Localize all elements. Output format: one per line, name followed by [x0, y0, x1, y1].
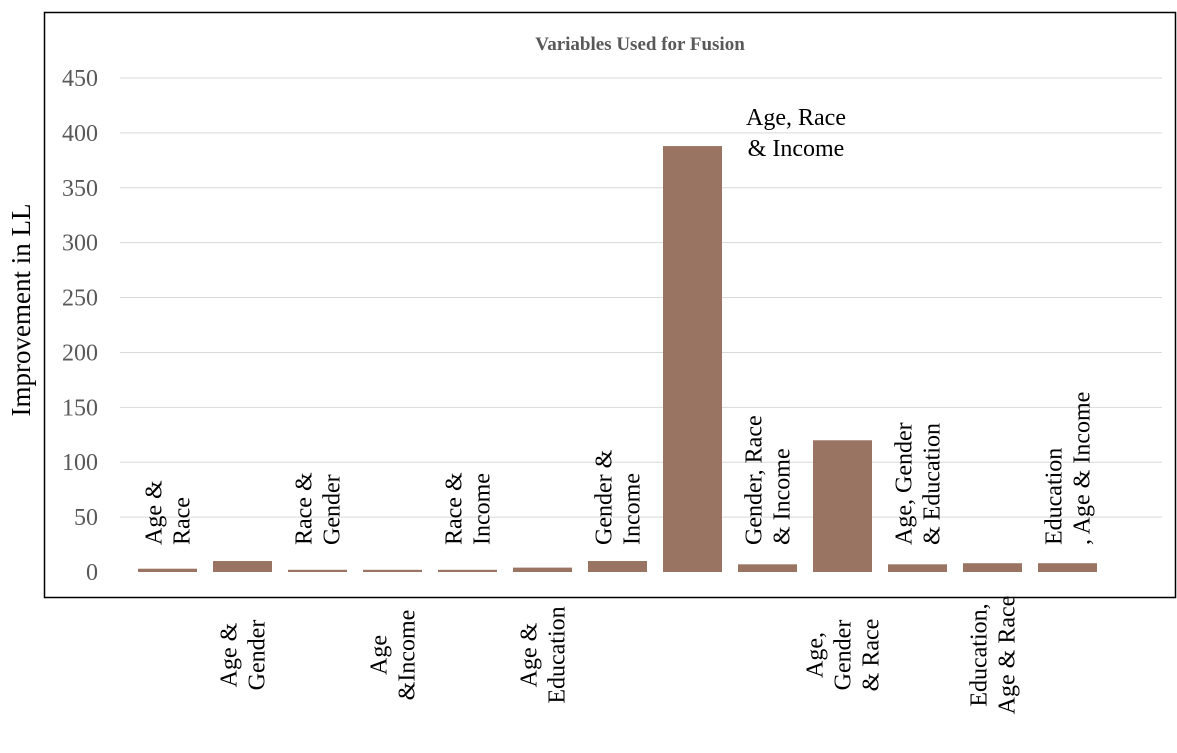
y-tick-label: 150 [62, 395, 98, 421]
category-label-line: Race [170, 497, 196, 545]
bar [213, 561, 272, 572]
category-label-line: Age & Race [995, 596, 1021, 715]
category-label-line: Gender [245, 620, 271, 691]
category-label-line: & Income [770, 448, 796, 545]
category-label-line: & Race [859, 619, 885, 692]
category-label: Age & Gender [217, 620, 271, 691]
bar [888, 564, 947, 572]
category-label-line: Race & [442, 472, 468, 545]
category-label-line: Education, [967, 603, 993, 706]
y-tick-label: 0 [86, 560, 98, 586]
y-tick-label: 450 [62, 66, 98, 92]
bar [138, 568, 197, 572]
bar [663, 146, 722, 572]
category-label-line: Age & [217, 622, 243, 687]
y-axis-ticks: 0 50 100 150 200 250 300 350 400 450 [62, 66, 98, 586]
category-label-line: Age, [803, 632, 829, 678]
category-label: Gender, Race & Income [742, 415, 796, 545]
y-tick-label: 350 [62, 176, 98, 202]
category-label-line: & Education [920, 423, 946, 545]
y-tick-label: 400 [62, 121, 98, 147]
category-label-line: Education [545, 606, 571, 703]
category-label-line: &Income [395, 610, 421, 701]
category-label: & Income [748, 136, 845, 162]
bar [363, 569, 422, 572]
bar [963, 563, 1022, 572]
y-tick-label: 300 [62, 231, 98, 257]
bars [138, 146, 1097, 572]
category-label-line: Income [620, 473, 646, 545]
category-label-line: Gender [831, 620, 857, 691]
category-label-line: Age, Gender [892, 422, 918, 545]
category-label-line: Age & [142, 480, 168, 545]
category-label: Age, Gender & Race [803, 619, 885, 692]
category-label: Age & Race [142, 480, 196, 545]
y-tick-label: 100 [62, 450, 98, 476]
bar [813, 440, 872, 572]
category-label-line: Gender, Race [742, 415, 768, 545]
category-label-line: Income [470, 473, 496, 545]
category-label-line: Race & [292, 472, 318, 545]
y-tick-label: 250 [62, 286, 98, 312]
category-label-line: Education [1042, 448, 1068, 545]
category-label: Age, Gender & Education [892, 422, 946, 545]
chart-title: Variables Used for Fusion [535, 34, 745, 55]
bar [438, 569, 497, 572]
y-tick-label: 50 [74, 505, 98, 531]
category-label: Education, Age & Income [1042, 392, 1096, 545]
y-axis-label: Improvement in LL [6, 204, 36, 417]
category-label: Age &Income [367, 610, 421, 701]
bar [588, 561, 647, 572]
category-label-line: Gender [320, 474, 346, 545]
category-label: Race & Income [442, 472, 496, 545]
category-label-line: , Age & Income [1070, 392, 1096, 545]
category-label-line: Age & [517, 622, 543, 687]
category-label: Race & Gender [292, 472, 346, 545]
bar [513, 567, 572, 572]
category-label: Gender & Income [592, 449, 646, 545]
bar [738, 564, 797, 572]
category-label-line: Age [367, 635, 393, 675]
gridlines [120, 77, 1162, 518]
category-label-line: Gender & [592, 449, 618, 545]
category-label: Age, Race [746, 105, 846, 131]
bar [288, 569, 347, 572]
category-label: Education, Age & Race [967, 596, 1021, 715]
category-label: Age & Education [517, 606, 571, 703]
y-tick-label: 200 [62, 340, 98, 366]
plot-frame [43, 11, 1177, 599]
bar [1038, 563, 1097, 572]
